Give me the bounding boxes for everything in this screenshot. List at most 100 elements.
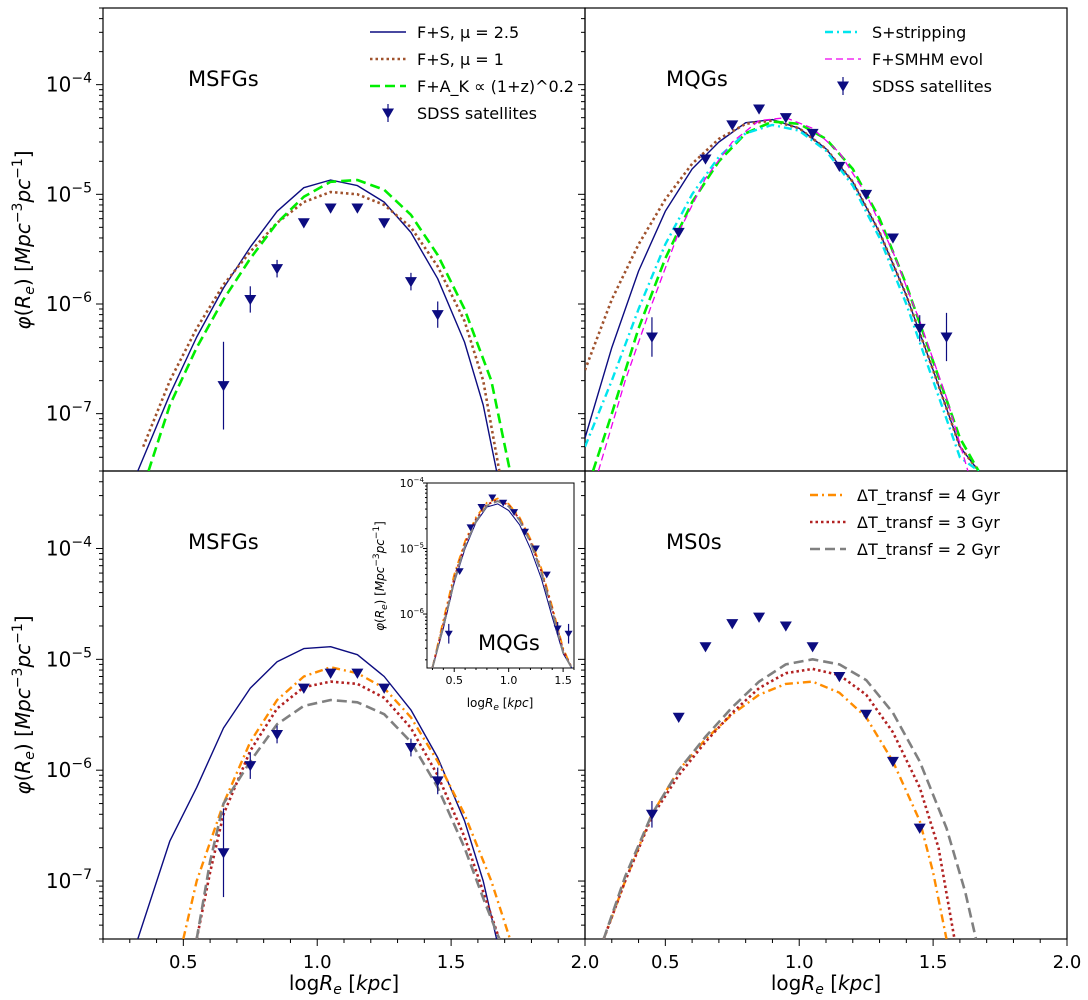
y-tick-label: 10−6 [400, 607, 425, 621]
data-point-marker [542, 571, 551, 579]
data-point-marker [886, 233, 899, 244]
legends: F+S, μ = 2.5 F+S, μ = 1 F+A_K ∝ (1+z)^0.2 S… [370, 23, 1000, 560]
legend-label: S+stripping [872, 23, 966, 42]
data-point-marker [779, 621, 792, 632]
legend-label: ΔT_transf = 3 Gyr [857, 513, 1000, 533]
x-tick-label: 1.0 [303, 952, 332, 973]
data-point-marker [499, 499, 508, 507]
axis-labels: φ(Re) [Mpc−3pc−1] φ(Re) [Mpc−3pc−1] logR… [10, 150, 881, 998]
data-point-marker [378, 218, 391, 229]
data-point-marker [672, 227, 685, 239]
y-axis-label-top: φ(Re) [Mpc−3pc−1] [10, 150, 38, 329]
legend-marker [382, 108, 394, 119]
series-line-2 [195, 680, 501, 939]
y-tick-label: 10−4 [46, 534, 92, 560]
panel-title-bottom-right: MS0s [666, 530, 722, 554]
series-line-1 [585, 119, 980, 471]
data-point-marker [297, 683, 310, 694]
panel-bottom-right [602, 612, 978, 939]
panel-title-top-left: MSFGs [188, 67, 259, 91]
legend-label: ΔT_transf = 4 Gyr [857, 486, 1000, 506]
data-point-marker [726, 120, 739, 131]
y-tick-label: 10−4 [46, 71, 92, 97]
data-point-marker [913, 323, 926, 335]
x-tick-label: 0.5 [651, 952, 680, 973]
series-line-3 [195, 698, 501, 939]
x-tick-label: 0.5 [445, 674, 463, 687]
x-tick-label: 1.5 [919, 952, 948, 973]
data-point-marker [531, 545, 540, 553]
data-point-marker [431, 776, 444, 787]
y-axis-label-bottom: φ(Re) [Mpc−3pc−1] [10, 615, 38, 794]
legend-label: F+S, μ = 2.5 [417, 23, 519, 42]
legend-label: F+SMHM evol [872, 50, 983, 69]
data-point-marker [672, 712, 685, 723]
data-point-marker [431, 310, 444, 321]
data-point-marker [466, 524, 475, 532]
data-point-marker [753, 612, 766, 623]
y-tick-label: 10−6 [46, 290, 92, 316]
legend-label: SDSS satellites [417, 104, 537, 123]
data-point-marker [645, 332, 658, 343]
data-point-marker [244, 294, 257, 306]
data-point-marker [940, 332, 953, 343]
data-point-marker [488, 494, 497, 502]
legend-label: SDSS satellites [872, 77, 992, 96]
x-tick-label: 1.0 [785, 952, 814, 973]
data-point-marker [271, 264, 284, 275]
x-tick-label: 2.0 [571, 952, 600, 973]
x-tick-label: 2.0 [1053, 952, 1082, 973]
x-tick-label: 1.5 [437, 952, 466, 973]
data-point-marker [324, 668, 337, 679]
legend-label: ΔT_transf = 2 Gyr [857, 540, 1000, 560]
panel-bottom-left [137, 646, 512, 939]
data-point-marker [324, 203, 337, 214]
inset-frame [426, 482, 575, 669]
data-point-marker [521, 528, 529, 536]
data-point-marker [477, 504, 486, 511]
x-tick-label: 0.5 [169, 952, 198, 973]
data-point-marker [860, 709, 873, 720]
data-point-marker [351, 668, 364, 679]
y-tick-label: 10−5 [46, 645, 92, 671]
data-point-marker [833, 161, 846, 173]
series-line-2 [591, 120, 980, 471]
panel-title-bottom-left: MSFGs [188, 530, 259, 554]
data-point-marker [244, 761, 257, 772]
panel-title-inset: MQGs [478, 631, 540, 655]
y-tick-label: 10−6 [46, 756, 92, 782]
data-point-marker [833, 672, 846, 683]
legend-label: F+S, μ = 1 [417, 50, 504, 69]
y-tick-label: 10−7 [46, 867, 92, 893]
x-axis-label-left: logRe [kpc] [289, 971, 399, 998]
x-axis-label-right: logRe [kpc] [771, 971, 881, 998]
panel-inset [431, 494, 573, 668]
series-line-2 [602, 657, 978, 939]
data-point-marker [378, 683, 391, 694]
series-line-1 [182, 666, 512, 939]
y-tick-label: 10−7 [46, 400, 92, 426]
inset-x-axis-label: logRe [kpc] [467, 696, 534, 713]
series-line-0 [137, 646, 498, 939]
data-point-marker [510, 509, 519, 516]
axes-layer: 10−7 10−6 10−5 10−4 10−7 10−6 10−5 10−4 0.5 1.0 1.… [46, 7, 1082, 973]
data-point-marker [297, 218, 310, 229]
x-tick-label: 1.0 [500, 674, 518, 687]
y-tick-label: 10−5 [46, 180, 92, 206]
series-line-3 [431, 500, 573, 668]
series-line-1 [141, 190, 501, 471]
data-point-marker [753, 104, 766, 115]
data-point-marker [455, 568, 464, 576]
data-point-marker [726, 619, 739, 630]
legend-label: F+A_K ∝ (1+z)^0.2 [417, 77, 574, 97]
data-point-marker [351, 203, 364, 214]
data-point-marker [699, 642, 712, 653]
data-point-marker [217, 381, 230, 392]
panel-top-right [585, 104, 980, 471]
data-point-marker [444, 630, 453, 638]
series-line-2 [147, 178, 512, 471]
data-point-marker [913, 823, 926, 834]
data-point-marker [271, 729, 284, 741]
legend-marker [837, 81, 849, 92]
